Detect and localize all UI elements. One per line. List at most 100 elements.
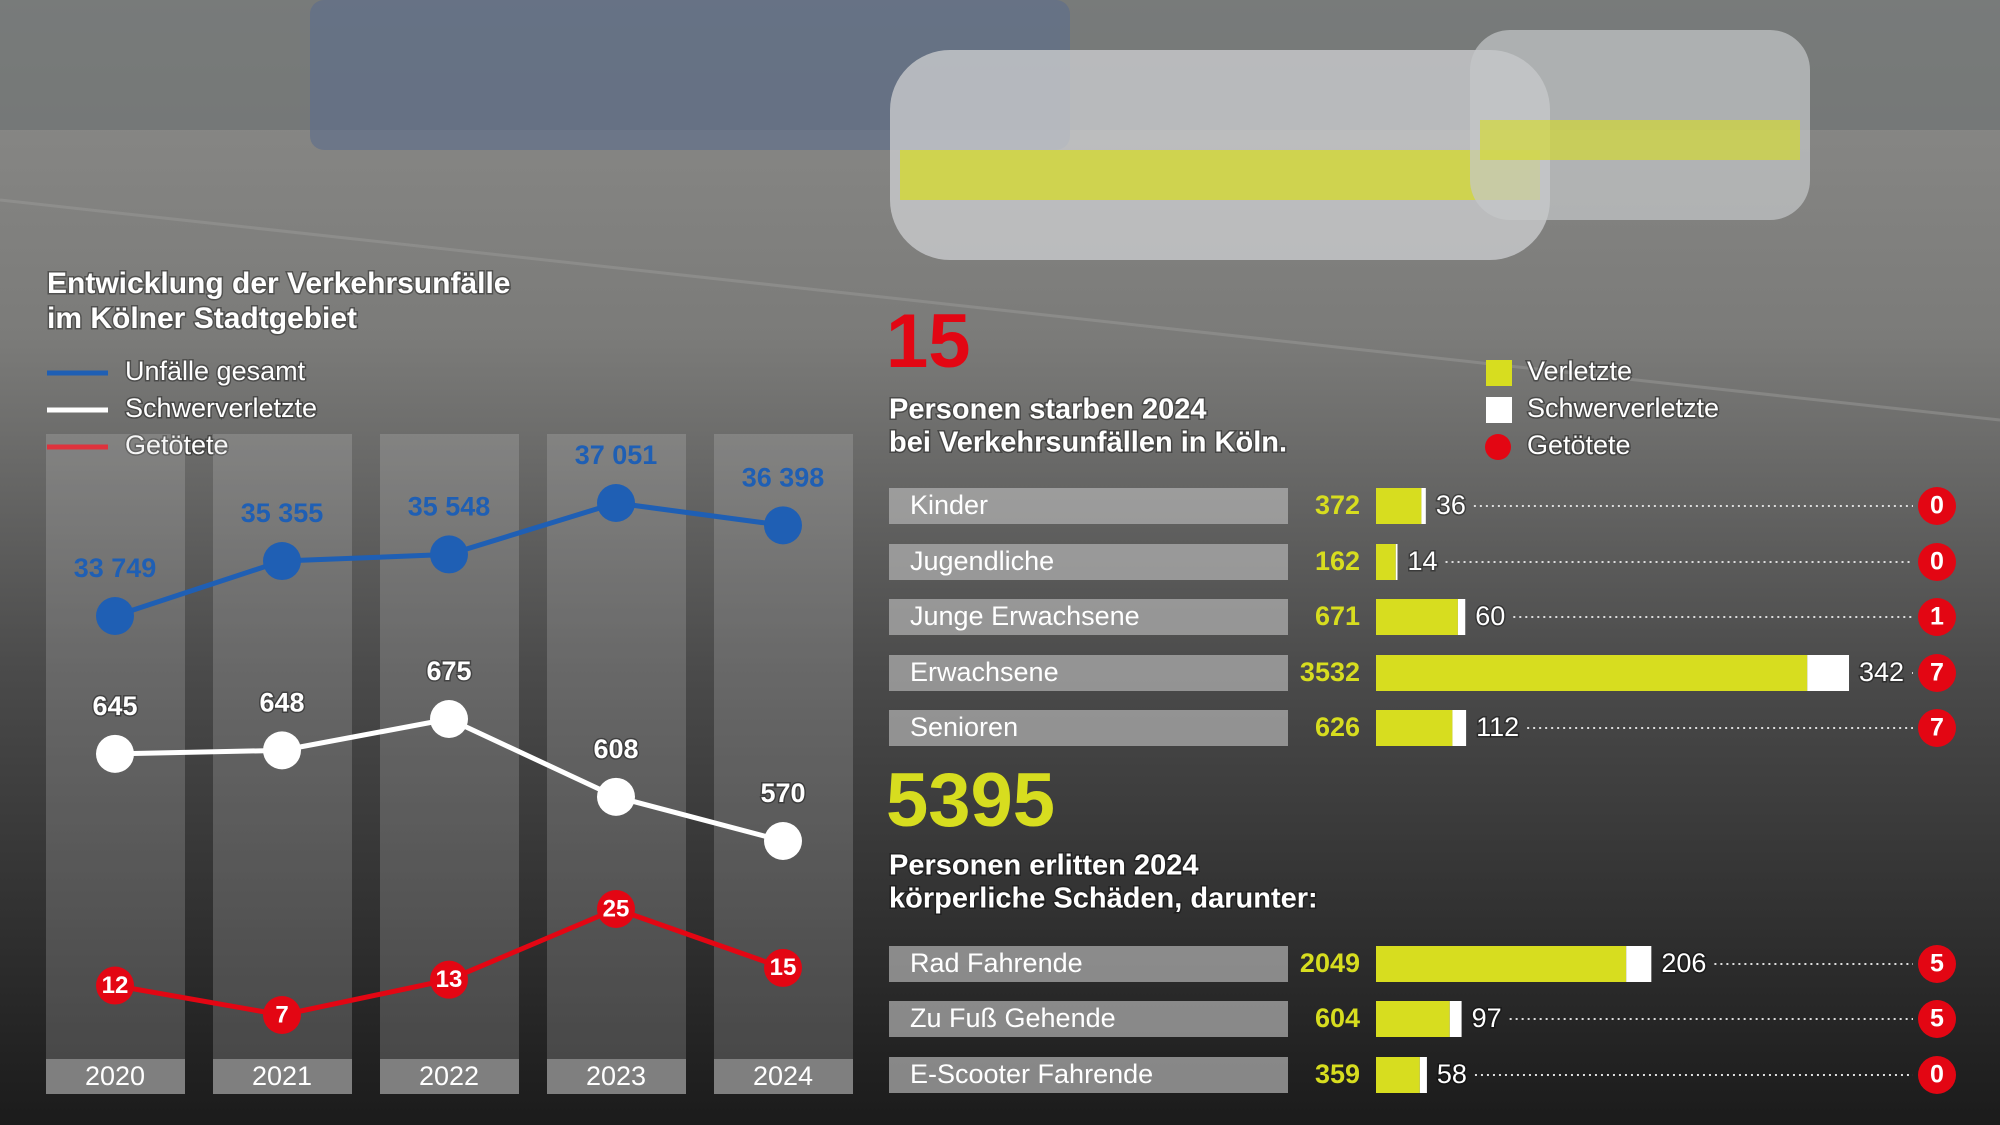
bar-verletzte [1376, 544, 1396, 580]
value-label: 3532 [1300, 657, 1360, 687]
death-marker [1918, 709, 1956, 747]
death-marker [1918, 945, 1956, 983]
photo-police-stripe [900, 150, 1540, 200]
value-label: 604 [1315, 1003, 1360, 1033]
year-box [213, 1059, 352, 1094]
data-point [597, 777, 635, 816]
bar-verletzte [1376, 710, 1453, 746]
row-label-box [889, 655, 1288, 691]
data-label: 35 355 [241, 498, 324, 528]
bar-verletzte [1376, 655, 1808, 691]
value-label: 60 [1475, 601, 1505, 631]
bar-verletzte [1376, 599, 1458, 635]
value-label: 162 [1315, 546, 1360, 576]
data-label: 15 [770, 954, 797, 981]
chart-title: im Kölner Stadtgebiet [47, 302, 357, 335]
row-label: E-Scooter Fahrende [910, 1059, 1153, 1089]
year-box [46, 1059, 185, 1094]
death-label: 0 [1930, 1061, 1944, 1089]
data-point [263, 996, 301, 1034]
data-point [430, 960, 468, 999]
data-point [597, 484, 635, 522]
subtitle: körperliche Schäden, darunter: [889, 883, 1318, 915]
bar-schwerverletzte [1421, 488, 1426, 524]
x-tick-label: 2023 [586, 1061, 646, 1091]
data-point [263, 731, 301, 770]
data-label: 25 [603, 895, 630, 922]
value-label: 112 [1476, 712, 1519, 742]
death-marker [1918, 487, 1956, 525]
data-label: 36 398 [742, 462, 825, 492]
data-label: 13 [436, 966, 463, 993]
data-point [96, 597, 134, 635]
bar-verletzte [1376, 1001, 1450, 1037]
death-marker [1918, 598, 1956, 636]
value-label: 372 [1315, 490, 1360, 520]
legend-label: Getötete [125, 430, 229, 460]
row-label: Zu Fuß Gehende [910, 1003, 1116, 1033]
row-label-box [889, 544, 1288, 580]
year-box [714, 1059, 853, 1094]
bar-verletzte [1376, 488, 1422, 524]
row-label: Junge Erwachsene [910, 601, 1140, 631]
bar-schwerverletzte [1457, 599, 1466, 635]
year-column [547, 434, 686, 1094]
data-point [764, 822, 802, 860]
year-box [380, 1059, 519, 1094]
bar-schwerverletzte [1395, 544, 1398, 580]
legend-label: Verletzte [1527, 356, 1632, 386]
value-label: 58 [1437, 1059, 1467, 1089]
data-label: 648 [259, 687, 304, 717]
death-label: 0 [1930, 548, 1944, 576]
legend-swatch [1486, 360, 1512, 386]
data-label: 12 [102, 972, 129, 999]
highlight-number: 15 [886, 299, 971, 384]
data-label: 37 051 [575, 440, 658, 470]
bar-schwerverletzte [1452, 710, 1467, 746]
x-tick-label: 2024 [753, 1061, 813, 1091]
subtitle: Personen starben 2024 [889, 394, 1207, 426]
value-label: 2049 [1300, 948, 1360, 978]
row-label: Senioren [910, 712, 1018, 742]
bar-schwerverletzte [1626, 946, 1652, 982]
value-label: 206 [1661, 948, 1706, 978]
legend-swatch [1485, 434, 1511, 460]
photo-rail [0, 198, 2000, 422]
data-label: 608 [593, 734, 638, 764]
value-label: 359 [1315, 1059, 1360, 1089]
legend-label: Schwerverletzte [1527, 393, 1719, 423]
data-point [430, 535, 468, 574]
subtitle: Personen erlitten 2024 [889, 850, 1198, 882]
data-point [263, 542, 301, 581]
year-box [547, 1059, 686, 1094]
value-label: 626 [1315, 712, 1360, 742]
data-point [430, 700, 468, 738]
data-point [764, 948, 802, 987]
row-label-box [889, 1057, 1288, 1093]
row-label: Erwachsene [910, 657, 1059, 687]
death-marker [1918, 1000, 1956, 1038]
data-point [764, 506, 802, 545]
row-label: Jugendliche [910, 546, 1054, 576]
bar-schwerverletzte [1807, 655, 1850, 691]
data-point [597, 890, 635, 928]
death-marker [1918, 654, 1956, 692]
bar-schwerverletzte [1419, 1057, 1427, 1093]
death-marker [1918, 543, 1956, 581]
highlight-number: 5395 [886, 758, 1055, 843]
death-label: 5 [1930, 950, 1944, 978]
value-label: 36 [1436, 490, 1466, 520]
bar-verletzte [1376, 1057, 1420, 1093]
legend-swatch [1486, 397, 1512, 423]
x-tick-label: 2022 [419, 1061, 479, 1091]
data-label: 675 [426, 656, 471, 686]
data-label: 645 [92, 691, 137, 721]
row-label-box [889, 488, 1288, 524]
chart-title: Entwicklung der Verkehrsunfälle [47, 267, 510, 300]
row-label-box [889, 599, 1288, 635]
row-label: Rad Fahrende [910, 948, 1083, 978]
death-marker [1918, 1056, 1956, 1094]
